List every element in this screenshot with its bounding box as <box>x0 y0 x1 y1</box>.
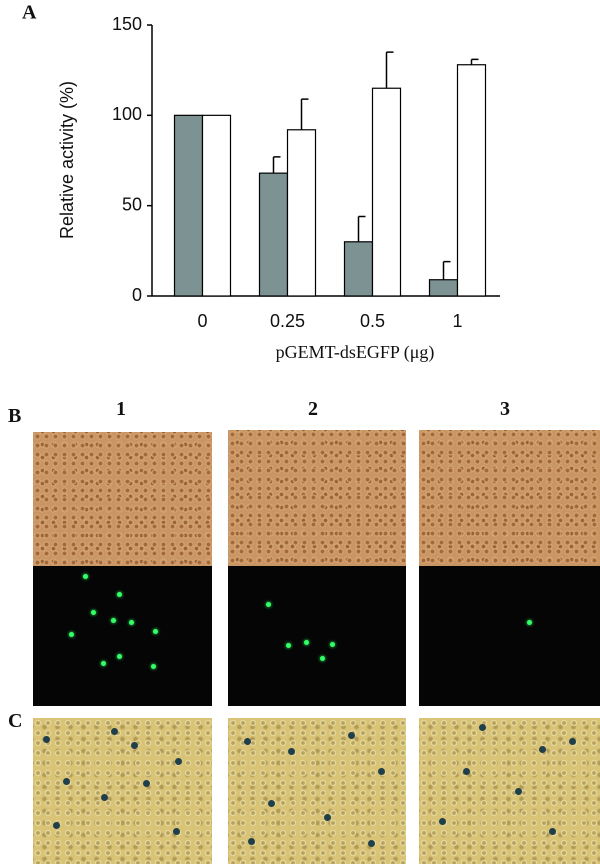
fluorescence-image <box>419 566 600 706</box>
stained-cell <box>53 822 60 829</box>
stained-cell <box>131 742 138 749</box>
y-tick-label: 50 <box>122 194 142 214</box>
cell <box>129 620 134 625</box>
cell <box>266 602 271 607</box>
cell <box>330 642 335 647</box>
stained-image <box>33 718 212 864</box>
stained-image <box>419 718 600 864</box>
stained-cell <box>569 738 576 745</box>
error-bar <box>385 51 394 89</box>
micrograph <box>33 432 212 566</box>
error-bar <box>470 58 479 65</box>
stained-cell <box>101 794 108 801</box>
panel-label: C <box>8 710 23 732</box>
stained-cell <box>143 780 150 787</box>
stained-cell <box>324 814 331 821</box>
micrograph <box>228 430 406 566</box>
y-tick-label: 0 <box>132 285 142 305</box>
stained-cell <box>248 838 255 845</box>
stained-cell <box>539 746 546 753</box>
x-tick-label: 0.5 <box>360 311 385 331</box>
stained-cell <box>43 736 50 743</box>
micrograph <box>419 430 600 566</box>
error-bar <box>300 98 309 130</box>
fluorescence-image <box>228 566 406 706</box>
error-bar <box>272 156 281 174</box>
cell <box>320 656 325 661</box>
stained-cell <box>515 788 522 795</box>
cell <box>117 654 122 659</box>
bar <box>258 172 289 297</box>
bar <box>428 279 459 297</box>
y-tick-label: 150 <box>112 14 142 34</box>
y-axis-label: Relative activity (%) <box>57 81 77 239</box>
bar <box>201 114 232 297</box>
stained-cell <box>348 732 355 739</box>
cell <box>91 610 96 615</box>
stained-cell <box>268 800 275 807</box>
stained-cell <box>111 728 118 735</box>
cell <box>111 618 116 623</box>
x-tick-label: 0.25 <box>270 311 305 331</box>
stained-image <box>228 718 406 864</box>
error-bar <box>357 215 366 242</box>
stained-cell <box>549 828 556 835</box>
cell <box>304 640 309 645</box>
stained-cell <box>439 818 446 825</box>
x-tick-label: 1 <box>452 311 462 331</box>
y-tick-label: 100 <box>112 104 142 124</box>
bar <box>456 64 487 297</box>
stained-cell <box>479 724 486 731</box>
cell <box>286 643 291 648</box>
cell <box>101 661 106 666</box>
x-tick-label: 0 <box>197 311 207 331</box>
bar <box>286 129 317 297</box>
stained-cell <box>173 828 180 835</box>
cell <box>151 664 156 669</box>
column-label: 3 <box>500 398 510 420</box>
bar <box>343 241 374 297</box>
fluorescence-image <box>33 566 212 706</box>
column-label: 1 <box>116 398 126 420</box>
bar <box>371 87 402 297</box>
bar <box>173 114 204 297</box>
cell <box>153 629 158 634</box>
stained-cell <box>368 840 375 847</box>
cell <box>527 620 532 625</box>
panel-label: B <box>8 405 22 427</box>
cell <box>83 574 88 579</box>
error-bar <box>442 260 451 280</box>
cell <box>69 632 74 637</box>
stained-cell <box>175 758 182 765</box>
column-label: 2 <box>308 398 318 420</box>
chart: A pGEMT-dsEGFP (μg) Relative activity (%… <box>22 2 500 363</box>
stained-cell <box>463 768 470 775</box>
stained-cell <box>288 748 295 755</box>
stained-cell <box>244 738 251 745</box>
panel-label: A <box>22 2 37 24</box>
cell <box>117 592 122 597</box>
stained-cell <box>63 778 70 785</box>
x-axis-label: pGEMT-dsEGFP (μg) <box>276 342 435 363</box>
stained-cell <box>378 768 385 775</box>
